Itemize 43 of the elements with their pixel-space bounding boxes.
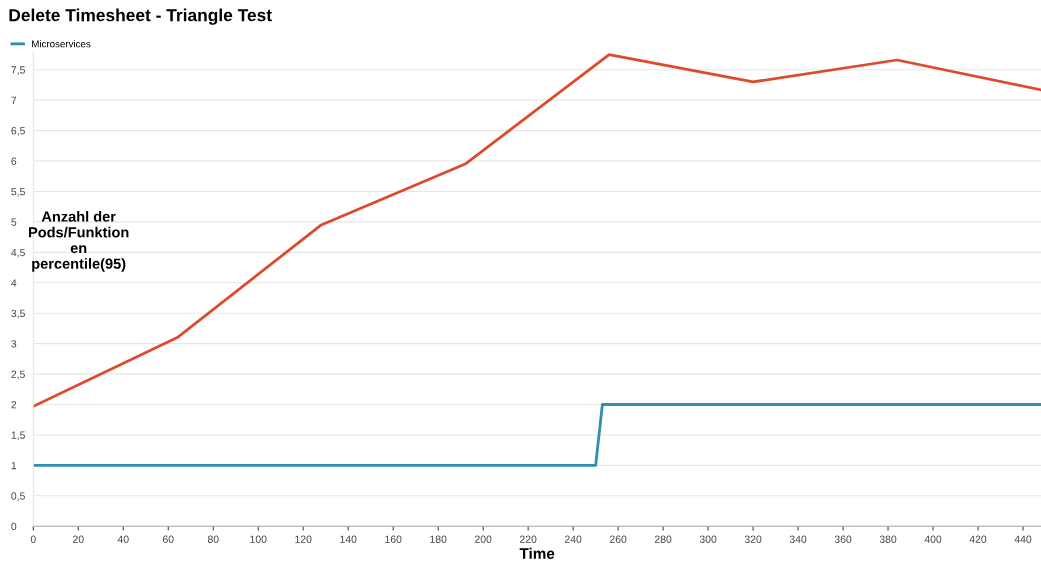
x-tick-label: 420 bbox=[969, 535, 987, 543]
y-tick-label: 1,5 bbox=[11, 431, 25, 441]
y-tick-label: 6,5 bbox=[11, 127, 25, 136]
x-tick-label: 200 bbox=[475, 535, 492, 543]
x-tick-label: 100 bbox=[250, 535, 267, 543]
y-tick-label: 5 bbox=[11, 218, 17, 226]
y-tick-label: 7 bbox=[11, 96, 17, 104]
x-tick-label: 40 bbox=[117, 535, 129, 543]
x-tick-label: 60 bbox=[163, 535, 174, 543]
x-tick-label: 400 bbox=[924, 535, 942, 543]
x-tick-label: 220 bbox=[519, 535, 537, 543]
y-tick-label: 0 bbox=[11, 522, 17, 531]
chart-title: Delete Timesheet - Triangle Test bbox=[9, 8, 272, 25]
x-tick-label: 160 bbox=[385, 535, 402, 543]
x-tick-label: 180 bbox=[430, 535, 447, 543]
x-tick-label: 320 bbox=[744, 535, 762, 543]
x-tick-label: 380 bbox=[879, 535, 897, 543]
x-tick-label: 0 bbox=[30, 535, 36, 543]
y-tick-label: 2,5 bbox=[11, 370, 25, 380]
x-tick-label: 260 bbox=[609, 535, 627, 543]
x-tick-label: 20 bbox=[73, 535, 84, 543]
x-tick-label: 360 bbox=[834, 535, 852, 543]
y-tick-label: 4,5 bbox=[11, 248, 25, 258]
y-tick-label: 1 bbox=[11, 461, 17, 470]
x-tick-label: 440 bbox=[1014, 535, 1032, 543]
x-axis-title: Time bbox=[519, 547, 555, 559]
y-tick-label: 3 bbox=[11, 340, 17, 348]
legend-label: Microservices bbox=[32, 40, 91, 48]
x-tick-label: 240 bbox=[564, 535, 582, 543]
y-tick-label: 5,5 bbox=[11, 188, 25, 197]
x-tick-label: 140 bbox=[340, 535, 357, 543]
x-tick-label: 340 bbox=[789, 535, 807, 543]
y-tick-label: 7,5 bbox=[11, 66, 25, 75]
x-tick-label: 80 bbox=[207, 535, 219, 543]
y-tick-label: 0,5 bbox=[11, 492, 25, 501]
y-tick-label: 4 bbox=[11, 279, 17, 287]
x-tick-label: 280 bbox=[654, 535, 672, 543]
y-axis-title: Anzahl der Pods/Funktion en percentile(95) bbox=[29, 211, 129, 272]
y-tick-label: 3,5 bbox=[11, 309, 25, 319]
x-tick-label: 120 bbox=[295, 535, 312, 543]
y-tick-label: 6 bbox=[11, 157, 17, 165]
y-tick-label: 2 bbox=[11, 401, 17, 409]
x-tick-label: 300 bbox=[699, 535, 717, 543]
